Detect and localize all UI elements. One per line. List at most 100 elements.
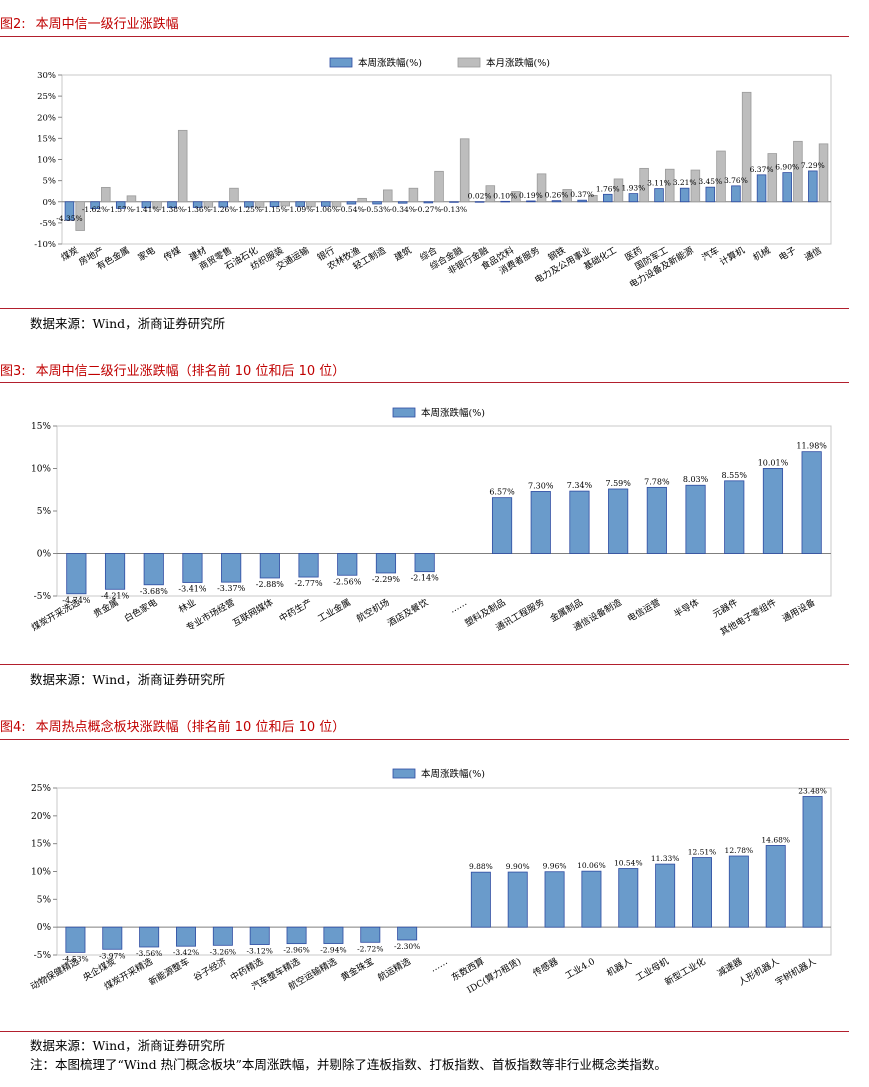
legend-swatch-weekly <box>329 57 353 68</box>
data-label: -1.26% <box>210 205 236 214</box>
bar-weekly <box>544 871 565 928</box>
bar-weekly <box>104 553 126 590</box>
category-label: 黄金珠宝 <box>339 955 376 983</box>
data-label: 1.76% <box>596 184 620 193</box>
fig3-title-text: 本周中信二级行业涨跌幅（排名前 10 位和后 10 位） <box>35 364 346 379</box>
bar-weekly <box>646 486 667 554</box>
category-label: 计算机 <box>717 244 746 268</box>
bar-weekly <box>608 488 629 554</box>
data-label: 0.26% <box>545 191 569 200</box>
data-label: -1.09% <box>287 205 313 214</box>
category-label: 通用设备 <box>780 596 817 624</box>
data-label: -2.30% <box>394 942 420 951</box>
data-label: 3.21% <box>673 178 697 187</box>
bar-monthly <box>818 143 829 203</box>
bar-weekly <box>801 451 822 554</box>
data-label: -2.14% <box>411 574 440 583</box>
data-label: 10.54% <box>614 858 643 867</box>
bar-weekly <box>423 201 434 204</box>
y-tick-label: -5% <box>34 951 52 961</box>
data-label: -0.54% <box>338 205 364 214</box>
data-label: 11.98% <box>796 442 827 451</box>
data-label: 7.29% <box>801 161 825 170</box>
category-label: 白色家电 <box>122 596 159 624</box>
bar-weekly <box>569 490 590 554</box>
category-label: 新型工业化 <box>663 955 708 988</box>
bar-monthly <box>357 197 367 203</box>
y-tick-label: 20% <box>31 812 51 822</box>
bar-weekly <box>269 201 280 208</box>
bar-weekly <box>414 553 435 573</box>
fig4-bottom-rule <box>0 1031 849 1032</box>
y-tick-label: 15% <box>31 840 51 850</box>
data-label: 0.10% <box>493 191 517 200</box>
data-label: -3.68% <box>140 587 169 596</box>
bar-weekly <box>143 553 164 586</box>
data-label: 0.19% <box>519 191 543 200</box>
legend-label-weekly: 本周涨跌幅(%) <box>358 57 422 69</box>
category-label: 机器人 <box>604 955 633 979</box>
bar-monthly <box>536 173 547 203</box>
data-label: 6.37% <box>750 165 774 174</box>
data-label: 7.59% <box>605 479 631 488</box>
bar-monthly <box>254 201 265 209</box>
data-label: 10.06% <box>577 861 606 870</box>
fig2-number: 图2: <box>0 17 26 32</box>
data-label: 3.45% <box>698 177 722 186</box>
data-label: 7.30% <box>528 481 554 490</box>
plot-frame <box>56 425 832 597</box>
data-label: 6.57% <box>489 488 515 497</box>
data-label: -2.88% <box>256 580 285 589</box>
data-label: -2.72% <box>357 944 383 953</box>
category-label: 宇树机器人 <box>773 955 818 988</box>
category-label: 互联网媒体 <box>230 596 275 629</box>
bar-weekly <box>491 497 513 554</box>
data-label: -3.42% <box>173 948 199 957</box>
bar-weekly <box>66 553 87 595</box>
bar-weekly <box>500 200 510 203</box>
bar-weekly <box>802 796 823 928</box>
bar-weekly <box>474 201 485 203</box>
bar-monthly <box>229 187 239 203</box>
bar-weekly <box>323 926 344 944</box>
bar-monthly <box>306 201 316 208</box>
data-label: -2.77% <box>294 579 323 588</box>
y-tick-label: -10% <box>34 240 56 250</box>
bar-monthly <box>331 201 342 208</box>
bar-weekly <box>762 468 784 554</box>
category-label: 航运精选 <box>375 955 412 983</box>
category-label: 谷子经济 <box>191 955 228 983</box>
bar-weekly <box>249 926 270 945</box>
data-label: -1.57% <box>108 205 134 214</box>
y-tick-label: 5% <box>37 507 52 517</box>
bar-monthly <box>280 201 290 207</box>
y-tick-label: 0% <box>43 198 57 208</box>
fig4-note: 注：本图梳理了“Wind 热门概念板块”本周涨跌幅，并剔除了连板指数、打板指数、… <box>30 1057 667 1072</box>
category-label: 人形机器人 <box>736 955 781 988</box>
data-label: 8.55% <box>722 471 748 480</box>
bar-weekly <box>728 855 749 928</box>
y-tick-label: 20% <box>37 113 56 123</box>
data-label: -3.56% <box>136 949 162 958</box>
fig4-number: 图4: <box>0 720 26 735</box>
bar-weekly <box>603 193 613 203</box>
bar-monthly <box>793 140 803 203</box>
data-label: -1.62% <box>82 205 108 214</box>
category-label: 传感器 <box>531 955 560 979</box>
bar-weekly <box>298 553 319 578</box>
bar-weekly <box>64 201 75 221</box>
data-label: 8.03% <box>683 475 709 484</box>
bar-weekly <box>141 201 152 209</box>
data-label: -0.13% <box>441 205 467 214</box>
data-label: -2.96% <box>283 946 309 955</box>
bar-weekly <box>372 201 382 205</box>
data-label: -3.26% <box>210 947 236 956</box>
category-label: 林业 <box>176 596 198 615</box>
bar-weekly <box>259 553 280 579</box>
data-label: -2.94% <box>320 946 346 955</box>
data-label: -0.34% <box>390 205 416 214</box>
fig3-title: 图3: 本周中信二级行业涨跌幅（排名前 10 位和后 10 位） <box>0 360 345 379</box>
bar-weekly <box>530 491 551 554</box>
category-label: 煤炭 <box>59 244 81 263</box>
bar-monthly <box>690 169 701 203</box>
